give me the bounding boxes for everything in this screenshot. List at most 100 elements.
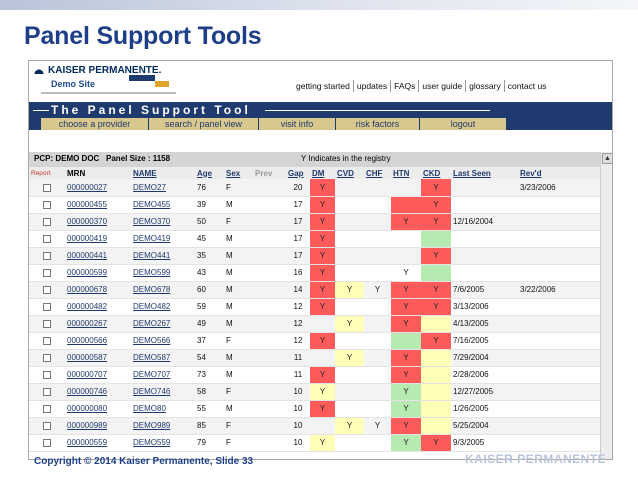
prev-cell	[253, 281, 286, 299]
link-updates[interactable]: updates	[352, 80, 390, 92]
report-checkbox[interactable]	[43, 353, 51, 362]
mrn-cell: 000000027	[65, 179, 131, 197]
col-gap[interactable]: Gap	[286, 167, 310, 179]
mrn-link[interactable]: 000000027	[67, 182, 108, 192]
mrn-link[interactable]: 000000080	[67, 404, 108, 413]
link-contact-us[interactable]: contact us	[503, 80, 550, 92]
patient-name-link[interactable]: DEMO587	[133, 353, 171, 362]
nav-risk-factors[interactable]: risk factors	[336, 118, 420, 130]
patient-name-link[interactable]: DEMO441	[133, 251, 171, 260]
mrn-link[interactable]: 000000370	[67, 217, 108, 226]
scroll-up-icon[interactable]: ▲	[602, 153, 612, 164]
patient-name-link[interactable]: DEMO27	[133, 182, 166, 192]
col-chf[interactable]: CHF	[364, 167, 391, 179]
ckd-cell: Y	[421, 332, 451, 350]
patient-name-cell: DEMO746	[131, 383, 195, 401]
last-seen-cell: 7/16/2005	[451, 332, 518, 350]
link-user-guide[interactable]: user guide	[418, 80, 465, 92]
col-last-seen[interactable]: Last Seen	[451, 167, 518, 179]
col-ckd[interactable]: CKD	[421, 167, 451, 179]
deco-bar-gold	[155, 81, 169, 87]
link-glossary[interactable]: glossary	[465, 80, 504, 92]
report-checkbox[interactable]	[43, 183, 51, 192]
patient-name-link[interactable]: DEMO267	[133, 319, 171, 328]
mrn-link[interactable]: 000000441	[67, 251, 108, 260]
scrollbar[interactable]: ▲	[600, 152, 612, 459]
link-faqs[interactable]: FAQs	[390, 80, 418, 92]
patient-name-link[interactable]: DEMO419	[133, 234, 171, 243]
report-checkbox[interactable]	[43, 285, 51, 294]
mrn-link[interactable]: 000000566	[67, 336, 108, 345]
mrn-link[interactable]: 000000455	[67, 200, 108, 209]
dm-cell	[310, 417, 335, 435]
patient-name-link[interactable]: DEMO599	[133, 268, 171, 277]
nav-choose-provider[interactable]: choose a provider	[41, 118, 149, 130]
report-checkbox[interactable]	[43, 387, 51, 396]
report-checkbox[interactable]	[43, 319, 51, 328]
patient-name-cell: DEMO267	[131, 315, 195, 333]
patient-name-cell: DEMO441	[131, 247, 195, 265]
nav-logout[interactable]: logout	[450, 119, 476, 129]
report-checkbox[interactable]	[43, 234, 51, 243]
patient-name-link[interactable]: DEMO566	[133, 336, 171, 345]
mrn-link[interactable]: 000000989	[67, 421, 108, 430]
mrn-link[interactable]: 000000587	[67, 353, 108, 362]
patient-name-link[interactable]: DEMO80	[133, 404, 166, 413]
col-dm[interactable]: DM	[310, 167, 335, 179]
patient-name-link[interactable]: DEMO559	[133, 438, 171, 447]
ckd-cell: Y	[421, 179, 451, 197]
header-divider	[41, 92, 176, 94]
report-checkbox[interactable]	[43, 421, 51, 430]
col-cvd[interactable]: CVD	[335, 167, 364, 179]
link-getting-started[interactable]: getting started	[296, 81, 350, 91]
table-row: 000000989 DEMO989 85 F 10 Y Y Y 5/25/2004	[29, 417, 600, 435]
mrn-link[interactable]: 000000678	[67, 285, 108, 294]
mrn-link[interactable]: 000000599	[67, 268, 108, 277]
app-screenshot: KAISER PERMANENTE. Demo Site getting sta…	[28, 60, 613, 460]
col-revd[interactable]: Rev'd	[518, 167, 600, 179]
mrn-link[interactable]: 000000707	[67, 370, 108, 379]
patient-name-link[interactable]: DEMO678	[133, 285, 171, 294]
dm-cell: Y	[310, 383, 335, 401]
patient-name-link[interactable]: DEMO370	[133, 217, 171, 226]
patient-name-link[interactable]: DEMO707	[133, 370, 171, 379]
mrn-link[interactable]: 000000746	[67, 387, 108, 396]
mrn-link[interactable]: 000000559	[67, 438, 108, 447]
patient-name-link[interactable]: DEMO455	[133, 200, 171, 209]
report-cell	[29, 264, 65, 282]
col-htn[interactable]: HTN	[391, 167, 421, 179]
report-checkbox[interactable]	[43, 302, 51, 311]
table-row: 000000267 DEMO267 49 M 12 Y Y 4/13/2005	[29, 315, 600, 333]
mrn-cell: 000000267	[65, 315, 131, 333]
report-checkbox[interactable]	[43, 404, 51, 413]
revd-cell	[518, 400, 600, 418]
nav-search-panel-view[interactable]: search / panel view	[149, 118, 259, 130]
last-seen-cell	[451, 247, 518, 265]
col-age[interactable]: Age	[195, 167, 224, 179]
prev-cell	[253, 230, 286, 248]
report-checkbox[interactable]	[43, 438, 51, 447]
prev-cell	[253, 213, 286, 231]
ckd-cell	[421, 230, 451, 248]
patient-name-link[interactable]: DEMO482	[133, 302, 171, 311]
nav-visit-info[interactable]: visit info	[259, 118, 336, 130]
report-checkbox[interactable]	[43, 268, 51, 277]
cvd-cell	[335, 332, 364, 350]
col-sex[interactable]: Sex	[224, 167, 253, 179]
report-checkbox[interactable]	[43, 370, 51, 379]
mrn-link[interactable]: 000000419	[67, 234, 108, 243]
mrn-link[interactable]: 000000482	[67, 302, 108, 311]
mrn-link[interactable]: 000000267	[67, 319, 108, 328]
patient-name-link[interactable]: DEMO746	[133, 387, 171, 396]
report-checkbox[interactable]	[43, 217, 51, 226]
report-checkbox[interactable]	[43, 200, 51, 209]
report-checkbox[interactable]	[43, 336, 51, 345]
col-name[interactable]: NAME	[131, 167, 195, 179]
patient-name-link[interactable]: DEMO989	[133, 421, 171, 430]
report-cell	[29, 383, 65, 401]
ckd-cell	[421, 366, 451, 384]
chf-cell	[364, 247, 391, 265]
mrn-cell: 000000566	[65, 332, 131, 350]
report-checkbox[interactable]	[43, 251, 51, 260]
report-cell	[29, 196, 65, 214]
